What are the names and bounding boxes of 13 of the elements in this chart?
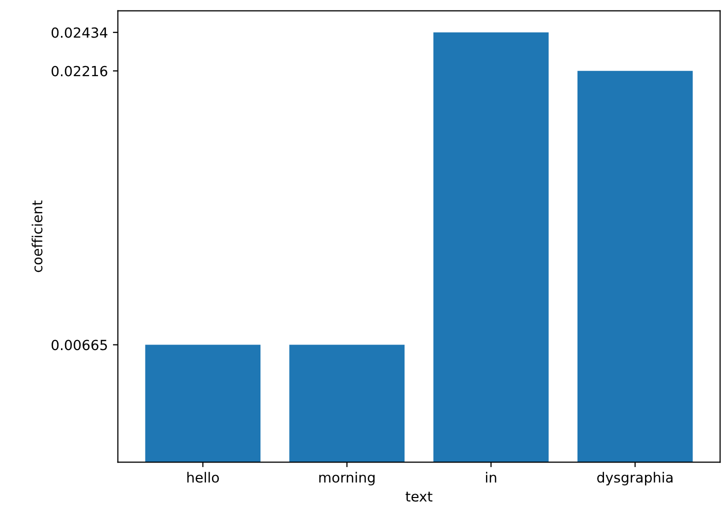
x-tick-label: in bbox=[486, 472, 496, 482]
bar bbox=[577, 70, 693, 462]
bar bbox=[433, 32, 549, 462]
y-tick-label: 0.02216 bbox=[52, 66, 108, 76]
x-axis-title: text bbox=[406, 492, 432, 502]
x-tick-label: morning bbox=[319, 472, 375, 486]
y-tick-label: 0.02434 bbox=[52, 27, 108, 38]
x-tick-label: dysgraphia bbox=[597, 472, 672, 486]
bar bbox=[145, 344, 260, 462]
bar bbox=[289, 344, 405, 462]
y-axis-title: coefficient bbox=[32, 200, 42, 272]
y-tick-label: 0.00665 bbox=[52, 340, 107, 350]
x-tick-label: hello bbox=[187, 472, 219, 483]
